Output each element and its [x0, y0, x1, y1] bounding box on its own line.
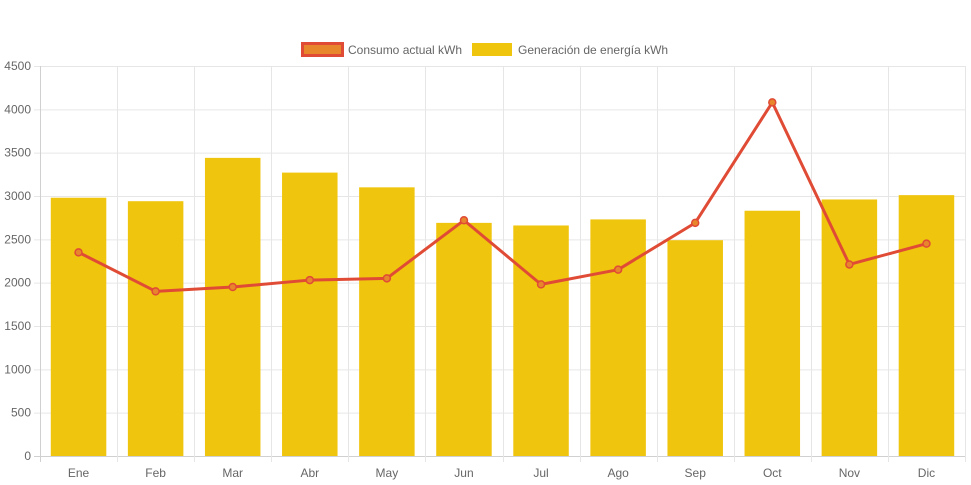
y-tick-label: 0: [24, 449, 31, 463]
point-sep: [690, 218, 700, 228]
x-tick-label: Feb: [145, 466, 166, 480]
x-tick-label: Ene: [68, 466, 90, 480]
x-tick-label: Abr: [300, 466, 319, 480]
bar-mar: [204, 157, 261, 456]
y-tick-label: 1000: [4, 362, 31, 376]
x-tick-label: Ago: [607, 466, 629, 480]
y-tick-label: 3000: [4, 189, 31, 203]
point-nov: [845, 260, 854, 269]
y-tick-label: 500: [11, 406, 31, 420]
bar-jul: [513, 225, 569, 456]
bar-jun: [436, 222, 492, 456]
point-jun: [459, 216, 469, 225]
bar-abr: [282, 172, 338, 456]
point-ene: [74, 248, 83, 257]
point-may: [382, 274, 392, 283]
line-series: [74, 98, 931, 296]
legend-label-consumo: Consumo actual kWh: [348, 43, 462, 57]
bar-ene: [50, 197, 107, 456]
legend-label-generacion: Generación de energía kWh: [518, 43, 668, 57]
axes: 0 500 1000 1500 2000 2500 3000 3500 4000 4500 Ene F…: [4, 59, 935, 480]
point-abr: [305, 275, 315, 285]
legend-swatch-consumo: [301, 42, 344, 57]
bar-sep: [667, 240, 723, 456]
y-tick-label: 4500: [4, 59, 31, 73]
bar-nov: [821, 199, 878, 456]
bar-may: [359, 187, 415, 457]
legend[interactable]: Consumo actual kWh Generación de energía …: [301, 42, 669, 57]
bar-oct: [744, 210, 801, 456]
x-tick-label: Dic: [918, 466, 935, 480]
point-oct: [768, 98, 777, 107]
x-tick-label: Oct: [763, 466, 782, 480]
y-tick-label: 3500: [4, 146, 31, 160]
point-ago: [613, 265, 623, 274]
y-tick-label: 2500: [4, 232, 31, 246]
x-tick-label: Mar: [222, 466, 243, 480]
bar-dic: [898, 195, 955, 456]
y-tick-label: 4000: [4, 102, 31, 116]
y-tick-label: 2000: [4, 276, 31, 290]
x-tick-label: Nov: [839, 466, 860, 480]
bar-ago: [590, 219, 646, 456]
point-feb: [151, 287, 160, 296]
gridlines: [34, 66, 966, 462]
x-tick-label: May: [376, 466, 399, 480]
point-jul: [536, 280, 546, 289]
x-tick-label: Jun: [454, 466, 473, 480]
x-tick-label: Sep: [685, 466, 707, 480]
consumo-line: [77, 100, 927, 293]
x-tick-label: Jul: [533, 466, 548, 480]
legend-swatch-generacion: [472, 43, 512, 56]
y-tick-label: 1500: [4, 319, 31, 333]
bar-feb: [127, 201, 184, 456]
point-dic: [922, 239, 931, 248]
point-mar: [228, 282, 237, 292]
bar-series: [50, 157, 955, 457]
